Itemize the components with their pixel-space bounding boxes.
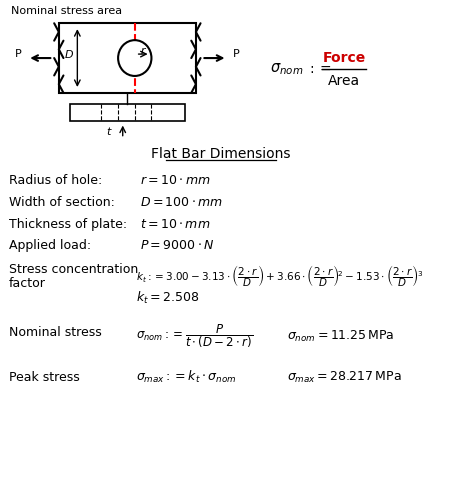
Text: $r = 10 \cdot mm$: $r = 10 \cdot mm$	[140, 174, 211, 187]
Text: Area: Area	[328, 74, 360, 88]
Text: $k_t = 2.508$: $k_t = 2.508$	[136, 290, 199, 306]
Text: $P = 9000 \cdot N$: $P = 9000 \cdot N$	[140, 240, 215, 252]
Text: $k_t := 3.00 - 3.13 \cdot \left(\dfrac{2 \cdot r}{D}\right) + 3.66 \cdot \left(\: $k_t := 3.00 - 3.13 \cdot \left(\dfrac{2…	[136, 263, 423, 289]
Text: Thickness of plate:: Thickness of plate:	[9, 217, 127, 230]
Text: $t = 10 \cdot mm$: $t = 10 \cdot mm$	[140, 217, 211, 230]
Text: $t$: $t$	[107, 125, 113, 137]
Text: Force: Force	[322, 51, 366, 65]
Text: $\sigma_{nom} := \dfrac{P}{t \cdot (D - 2 \cdot r)}$: $\sigma_{nom} := \dfrac{P}{t \cdot (D - …	[136, 322, 253, 350]
Text: Width of section:: Width of section:	[9, 196, 115, 209]
Text: $\sigma_{nom}$: $\sigma_{nom}$	[270, 61, 303, 77]
Text: P: P	[233, 49, 240, 59]
Bar	[70, 104, 185, 121]
Text: factor: factor	[9, 277, 46, 290]
Text: Radius of hole:: Radius of hole:	[9, 174, 102, 187]
Text: $D$: $D$	[64, 48, 74, 60]
Text: $D = 100 \cdot mm$: $D = 100 \cdot mm$	[140, 196, 224, 209]
Text: $r$: $r$	[140, 45, 147, 56]
Text: P: P	[15, 49, 21, 59]
Text: Nominal stress: Nominal stress	[9, 326, 101, 339]
Text: Peak stress: Peak stress	[9, 371, 80, 384]
Bar	[59, 23, 196, 93]
Text: Applied load:: Applied load:	[9, 240, 91, 252]
Text: Nominal stress area: Nominal stress area	[10, 6, 122, 16]
Text: $\sigma_{max} := k_t \cdot \sigma_{nom}$: $\sigma_{max} := k_t \cdot \sigma_{nom}$	[136, 369, 236, 385]
Text: Stress concentration: Stress concentration	[9, 263, 138, 276]
Text: $\sigma_{nom} = 11.25\,\mathrm{MPa}$: $\sigma_{nom} = 11.25\,\mathrm{MPa}$	[287, 329, 394, 344]
Text: $\sigma_{max} = 28.217\,\mathrm{MPa}$: $\sigma_{max} = 28.217\,\mathrm{MPa}$	[287, 370, 401, 385]
Circle shape	[118, 40, 152, 76]
Text: $:=$: $:=$	[307, 62, 332, 76]
Text: Flat Bar Dimensions: Flat Bar Dimensions	[151, 147, 291, 160]
